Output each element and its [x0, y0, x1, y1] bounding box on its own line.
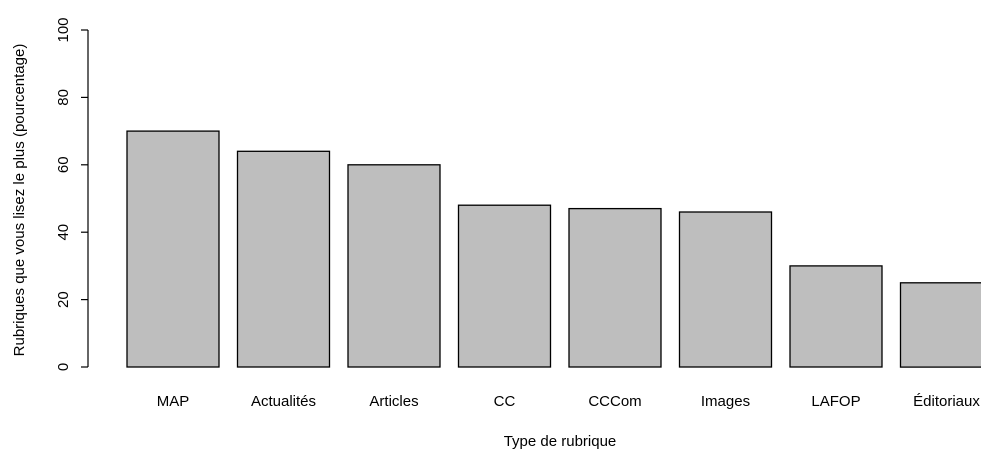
x-axis-title: Type de rubrique [504, 433, 617, 450]
x-tick-label: MAP [157, 393, 190, 410]
x-tick-label: LAFOP [811, 393, 860, 410]
bar-7 [899, 282, 981, 368]
x-axis-tick-labels: MAP Actualités Articles CC CCCom Images LAFOP É… [157, 393, 981, 410]
x-tick-label: Éditoriaux [913, 393, 980, 410]
x-tick-label: Actualités [251, 393, 316, 410]
y-tick-label: 100 [55, 17, 72, 42]
bar-2 [347, 164, 441, 368]
bar-5 [678, 211, 773, 368]
bar-4 [568, 207, 662, 368]
bar-0 [126, 130, 220, 368]
x-tick-label: CC [494, 393, 516, 410]
x-tick-label: Articles [369, 393, 418, 410]
bar-1 [236, 150, 331, 368]
y-tick-label: 0 [55, 363, 72, 371]
x-tick-label: Images [701, 393, 750, 410]
y-tick-label: 60 [55, 156, 72, 173]
bar-3 [457, 204, 552, 368]
y-tick-label: 80 [55, 89, 72, 106]
y-tick-label: 40 [55, 224, 72, 241]
x-tick-label: CCCom [588, 393, 641, 410]
bars-layer [126, 130, 981, 368]
y-tick-label: 20 [55, 291, 72, 308]
y-axis-title: Rubriques que vous lisez le plus (pource… [11, 44, 28, 357]
y-axis: 0 20 40 60 80 100 [55, 17, 89, 371]
bar-6 [789, 265, 883, 368]
